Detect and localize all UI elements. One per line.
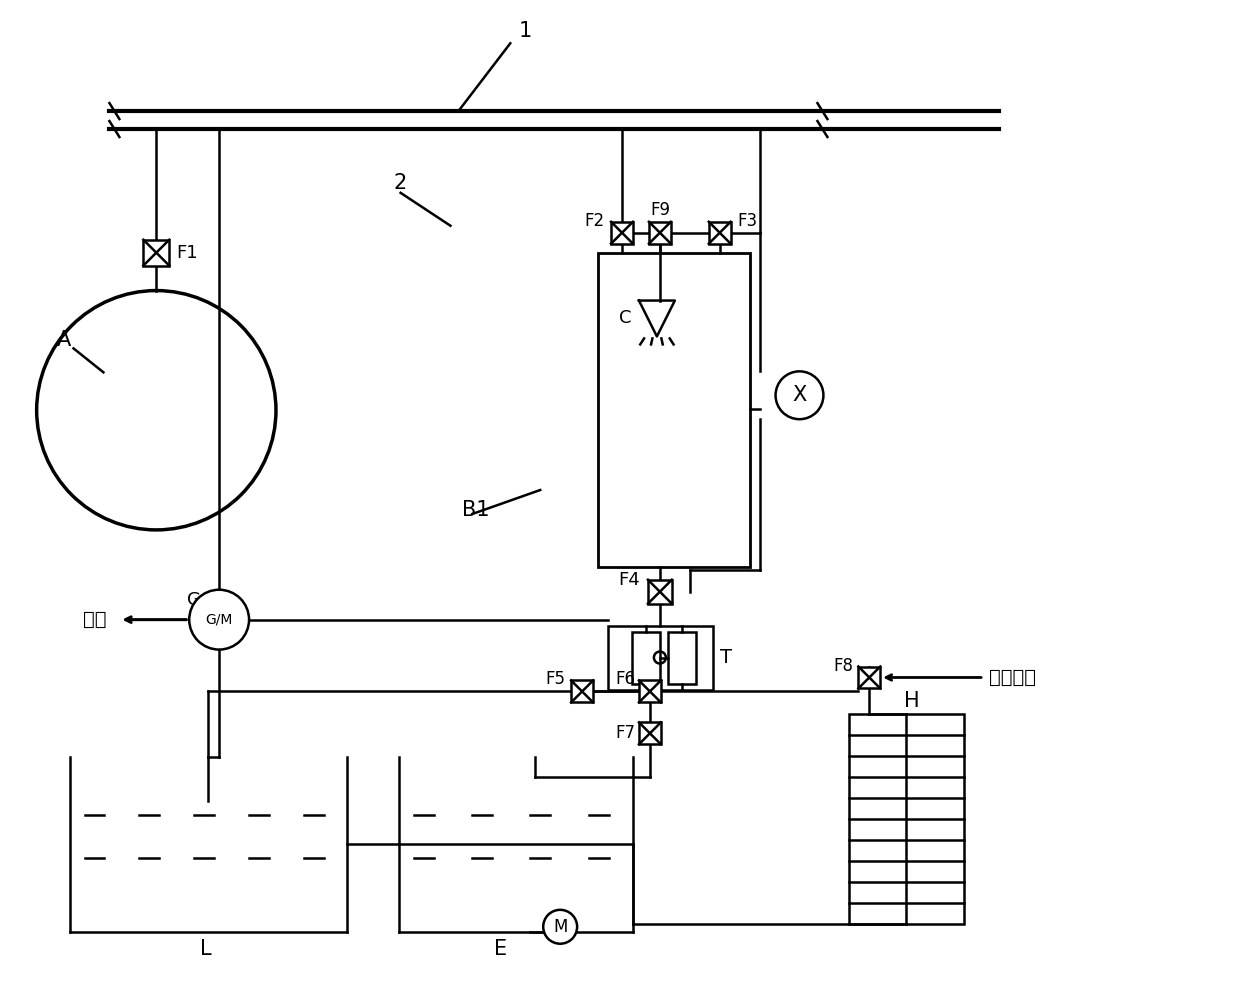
Bar <box>849 714 963 924</box>
Text: F8: F8 <box>833 656 853 675</box>
Text: F3: F3 <box>738 211 758 230</box>
Bar <box>572 681 593 702</box>
Bar <box>649 580 672 604</box>
Bar <box>611 221 632 244</box>
Circle shape <box>190 590 249 649</box>
Text: F9: F9 <box>650 201 670 218</box>
Bar <box>709 221 730 244</box>
Text: G: G <box>187 591 201 609</box>
Bar <box>632 631 660 685</box>
Text: T: T <box>719 648 732 667</box>
Bar <box>144 240 170 266</box>
Text: L: L <box>201 939 212 958</box>
Text: F5: F5 <box>546 671 565 689</box>
Text: H: H <box>904 692 920 711</box>
Text: C: C <box>620 309 632 327</box>
Text: F4: F4 <box>619 571 640 589</box>
Bar <box>608 625 713 691</box>
Text: G/M: G/M <box>206 613 233 626</box>
Text: 补热水口: 补热水口 <box>990 668 1035 687</box>
Text: F7: F7 <box>615 724 635 742</box>
Text: 2: 2 <box>394 173 407 193</box>
Text: F2: F2 <box>584 211 604 230</box>
Text: 1: 1 <box>518 22 532 41</box>
Circle shape <box>775 371 823 419</box>
Text: F1: F1 <box>176 244 198 262</box>
Text: A: A <box>57 330 71 351</box>
Bar <box>858 667 880 689</box>
Circle shape <box>543 910 577 944</box>
Bar <box>668 631 696 685</box>
Bar <box>639 681 661 702</box>
Text: 电网: 电网 <box>83 611 107 629</box>
Text: X: X <box>792 385 806 405</box>
Bar <box>639 722 661 744</box>
Bar <box>649 221 671 244</box>
Bar <box>598 253 750 567</box>
Text: M: M <box>553 918 568 936</box>
Text: E: E <box>494 939 507 958</box>
Text: B1: B1 <box>463 500 490 520</box>
Text: F6: F6 <box>615 671 635 689</box>
